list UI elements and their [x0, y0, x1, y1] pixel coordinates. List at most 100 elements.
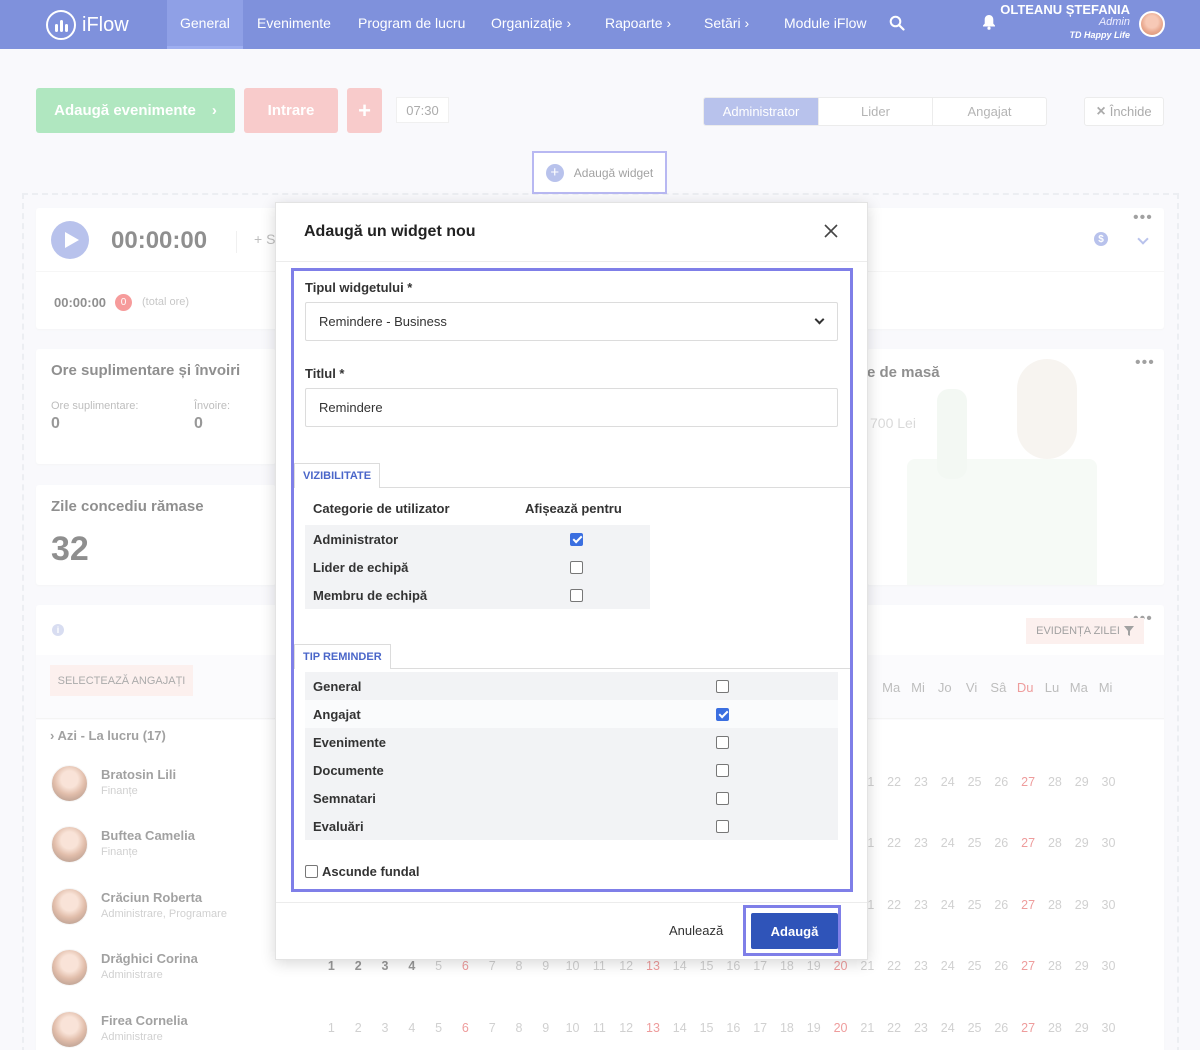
day-cell[interactable]: 14: [672, 959, 687, 973]
day-cell[interactable]: 25: [967, 1021, 982, 1035]
day-cell[interactable]: 25: [967, 836, 982, 850]
info-icon[interactable]: i: [52, 624, 64, 636]
add-events-button[interactable]: Adaugă evenimente ›: [36, 88, 235, 133]
user-info[interactable]: OLTEANU ȘTEFANIA Admin TD Happy Life: [1000, 3, 1130, 42]
day-cell[interactable]: 29: [1074, 836, 1089, 850]
nav-item-module-iflow[interactable]: Module iFlow: [784, 0, 866, 49]
reminder-general-checkbox[interactable]: [716, 679, 729, 693]
checkin-button[interactable]: Intrare: [244, 88, 338, 133]
role-tab-lider[interactable]: Lider: [818, 98, 932, 125]
day-cell[interactable]: 27: [1021, 836, 1036, 850]
day-cell[interactable]: 13: [646, 959, 660, 973]
day-cell[interactable]: 25: [967, 775, 982, 789]
day-cell[interactable]: 10: [565, 959, 580, 973]
day-cell[interactable]: 15: [699, 959, 714, 973]
day-cell[interactable]: 22: [887, 898, 902, 912]
day-cell[interactable]: 23: [913, 898, 928, 912]
day-cell[interactable]: 30: [1101, 898, 1116, 912]
group-row[interactable]: › Azi - La lucru (17): [50, 728, 166, 743]
hide-background-checkbox[interactable]: [305, 865, 318, 878]
day-cell[interactable]: 2: [354, 1021, 362, 1035]
day-cell[interactable]: 5: [435, 959, 443, 973]
day-cell[interactable]: 24: [940, 775, 955, 789]
widget-type-select[interactable]: Remindere - Business: [305, 302, 838, 341]
more-options-icon[interactable]: •••: [1135, 354, 1155, 371]
day-cell[interactable]: 27: [1021, 898, 1036, 912]
day-cell[interactable]: 21: [860, 959, 875, 973]
day-cell[interactable]: 11: [592, 959, 606, 973]
more-options-icon[interactable]: •••: [1133, 209, 1153, 226]
day-cell[interactable]: 22: [887, 959, 902, 973]
day-cell[interactable]: 27: [1021, 959, 1036, 973]
day-cell[interactable]: 18: [779, 1021, 794, 1035]
day-cell[interactable]: 24: [940, 836, 955, 850]
day-cell[interactable]: 23: [913, 836, 928, 850]
visibility-team-member-checkbox[interactable]: [570, 588, 583, 602]
day-cell[interactable]: 9: [542, 959, 550, 973]
reminder-evenimente-checkbox[interactable]: [716, 735, 729, 749]
day-cell[interactable]: 18: [779, 959, 794, 973]
visibility-team-leader-checkbox[interactable]: [570, 560, 583, 574]
day-cell[interactable]: 7: [488, 1021, 496, 1035]
day-cell[interactable]: 20: [833, 959, 848, 973]
day-cell[interactable]: 3: [381, 959, 389, 973]
role-tab-administrator[interactable]: Administrator: [704, 98, 818, 125]
day-cell[interactable]: 17: [753, 1021, 768, 1035]
nav-item-rapoarte[interactable]: Rapoarte ›: [605, 0, 671, 49]
employee-row[interactable]: Drăghici Corina Administrare 1 2 3 4 5 6 7 8 9 10 11…: [36, 937, 1164, 998]
day-cell[interactable]: 29: [1074, 898, 1089, 912]
day-cell[interactable]: 26: [994, 959, 1009, 973]
day-cell[interactable]: 28: [1047, 775, 1062, 789]
day-cell[interactable]: 24: [940, 898, 955, 912]
day-cell[interactable]: 28: [1047, 898, 1062, 912]
reminder-angajat-checkbox[interactable]: [716, 707, 729, 721]
day-cell[interactable]: 30: [1101, 775, 1116, 789]
nav-item-general[interactable]: General: [167, 0, 243, 49]
day-cell[interactable]: 26: [994, 836, 1009, 850]
nav-item-program-de-lucru[interactable]: Program de lucru: [358, 0, 465, 49]
day-cell[interactable]: 2: [354, 959, 362, 973]
close-page-button[interactable]: × Închide: [1084, 97, 1164, 126]
day-cell[interactable]: 7: [488, 959, 496, 973]
day-cell[interactable]: 29: [1074, 775, 1089, 789]
day-cell[interactable]: 23: [913, 959, 928, 973]
timer-add-link[interactable]: + S: [254, 231, 276, 247]
visibility-administrator-checkbox[interactable]: [570, 532, 583, 546]
day-cell[interactable]: 4: [408, 1021, 416, 1035]
day-cell[interactable]: 22: [887, 1021, 902, 1035]
day-cell[interactable]: 1: [327, 959, 335, 973]
day-cell[interactable]: 4: [408, 959, 416, 973]
day-cell[interactable]: 8: [515, 1021, 523, 1035]
reminder-evaluari-checkbox[interactable]: [716, 819, 729, 833]
day-cell[interactable]: 26: [994, 898, 1009, 912]
day-cell[interactable]: 27: [1021, 1021, 1036, 1035]
day-cell[interactable]: 25: [967, 898, 982, 912]
day-cell[interactable]: 23: [913, 1021, 928, 1035]
day-cell[interactable]: 29: [1074, 959, 1089, 973]
iflow-logo[interactable]: iFlow: [46, 10, 129, 40]
day-cell[interactable]: 23: [913, 775, 928, 789]
avatar[interactable]: [1139, 11, 1165, 37]
dollar-icon[interactable]: $: [1094, 232, 1108, 246]
day-cell[interactable]: 15: [699, 1021, 714, 1035]
day-cell[interactable]: 6: [461, 1021, 469, 1035]
day-cell[interactable]: 29: [1074, 1021, 1089, 1035]
day-cell[interactable]: 30: [1101, 959, 1116, 973]
day-cell[interactable]: 12: [619, 959, 634, 973]
day-cell[interactable]: 1: [327, 1021, 335, 1035]
cancel-button[interactable]: Anulează: [669, 923, 724, 938]
play-icon[interactable]: [51, 221, 89, 259]
day-cell[interactable]: 14: [672, 1021, 687, 1035]
day-cell[interactable]: 30: [1101, 1021, 1116, 1035]
day-cell[interactable]: 9: [542, 1021, 550, 1035]
day-cell[interactable]: 26: [994, 775, 1009, 789]
day-cell[interactable]: 21: [860, 1021, 875, 1035]
day-cell[interactable]: 27: [1021, 775, 1036, 789]
hide-background-option[interactable]: Ascunde fundal: [305, 864, 420, 879]
bell-icon[interactable]: [982, 14, 996, 30]
day-cell[interactable]: 17: [753, 959, 768, 973]
select-employees-button[interactable]: SELECTEAZĂ ANGAJAȚI: [50, 665, 193, 696]
day-cell[interactable]: 20: [833, 1021, 848, 1035]
day-cell[interactable]: 8: [515, 959, 523, 973]
day-cell[interactable]: 3: [381, 1021, 389, 1035]
